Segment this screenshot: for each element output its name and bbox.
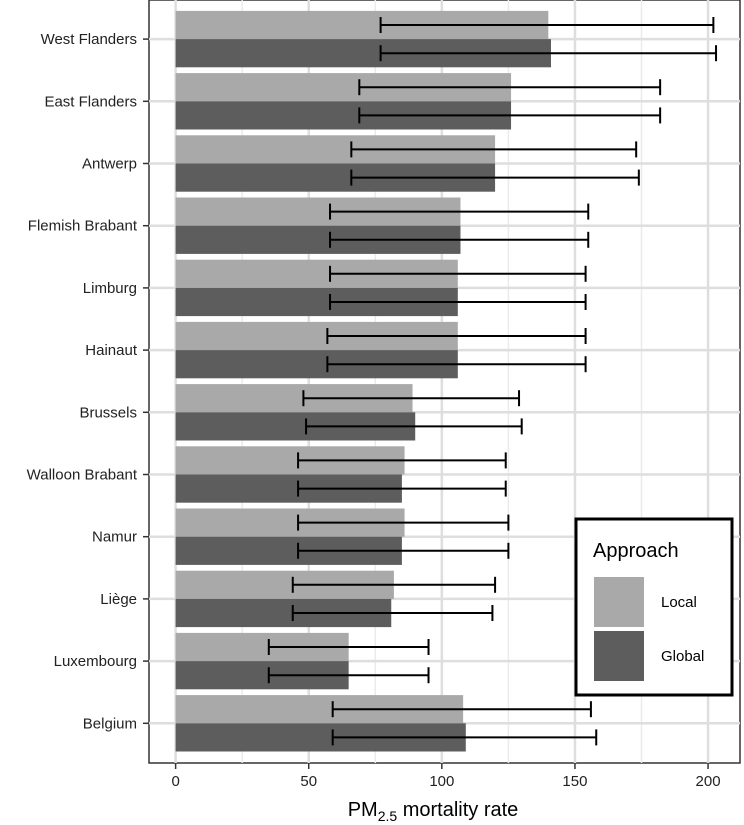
error-bar-global [329,231,590,248]
x-tick-label: 150 [562,773,587,790]
legend-swatch-global [594,631,644,681]
legend-label-global: Global [661,648,704,665]
error-bar-global [305,418,523,435]
error-bar-local [329,265,587,282]
legend-swatch-local [594,577,644,627]
y-tick-label: Flemish Brabant [28,218,138,235]
x-tick-label: 0 [171,773,179,790]
legend-label-local: Local [661,594,697,611]
legend-title: Approach [593,540,679,562]
y-axis: West Flanders East Flanders Antwerp Flemish… [27,31,149,732]
error-bar-local [329,203,590,220]
error-bar-local [297,452,507,469]
x-tick-label: 50 [300,773,317,790]
y-tick-label: Limburg [83,280,137,297]
error-bar-global [329,294,587,310]
error-bar-global [350,169,640,186]
error-bars-layer [267,17,718,746]
bars-layer [175,10,551,752]
y-tick-label: Hainaut [85,342,138,359]
y-tick-label: Namur [92,529,137,546]
x-tick-label: 100 [429,773,454,790]
x-axis-title-suffix: mortality rate [397,799,518,821]
y-tick-label: Walloon Brabant [27,467,138,484]
error-bar-global [297,542,510,559]
error-bar-local [267,639,430,655]
y-tick-label: West Flanders [41,31,137,48]
error-bar-global [379,45,718,62]
x-axis-title-subscript: 2.5 [378,808,398,824]
error-bar-local [326,328,587,344]
error-bar-global [331,729,598,746]
error-bar-local [379,17,715,33]
error-bar-local [297,514,510,531]
error-bar-global [267,667,430,684]
error-bar-global [358,107,662,124]
error-bar-global [297,480,507,497]
x-axis-title-prefix: PM [348,799,378,821]
error-bar-local [350,141,638,158]
error-bar-local [291,576,497,593]
y-tick-label: East Flanders [44,93,137,110]
y-tick-label: Luxembourg [54,653,137,670]
y-tick-label: Brussels [79,404,137,421]
error-bar-local [302,390,521,407]
x-tick-label: 200 [696,773,721,790]
error-bar-global [326,356,587,373]
y-tick-label: Belgium [83,715,137,732]
x-axis-title: PM2.5 mortality rate [348,799,519,824]
x-axis: 0 50 100 150 200 [171,763,721,790]
error-bar-local [358,79,662,96]
error-bar-local [331,701,592,718]
y-tick-label: Antwerp [82,156,137,173]
legend: Approach Local Global [574,517,734,697]
y-tick-label: Liège [100,591,137,608]
error-bar-global [291,605,494,621]
